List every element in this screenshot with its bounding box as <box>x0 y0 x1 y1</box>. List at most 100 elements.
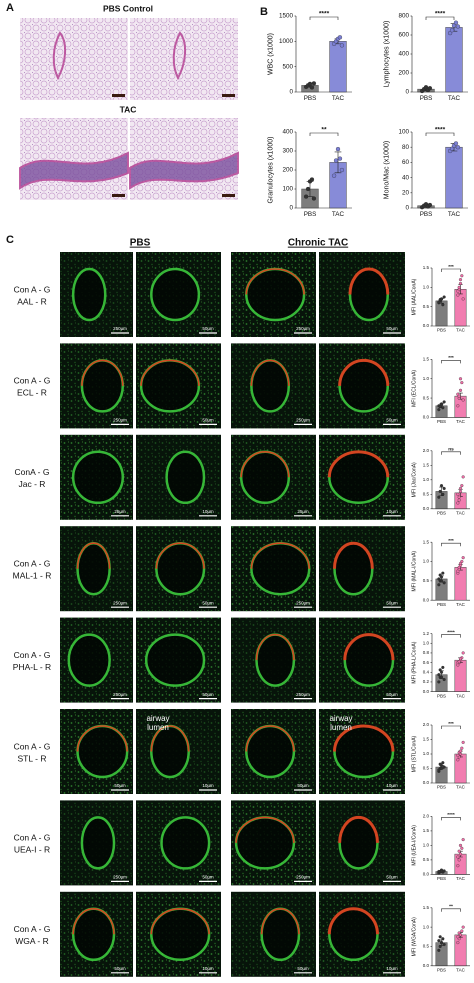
scale-label: 50µm <box>386 326 398 331</box>
lectin-signal <box>348 267 390 295</box>
scale-label: 50µm <box>386 418 398 423</box>
data-point <box>456 753 460 757</box>
y-axis-label: Granulocytes (x1000) <box>268 137 275 204</box>
row-label: AAL - R <box>17 296 46 306</box>
tissue-outline <box>71 267 107 322</box>
data-point <box>456 293 460 297</box>
data-point <box>339 43 345 48</box>
x-tick-label: TAC <box>448 211 461 218</box>
y-tick-label: 500 <box>282 63 293 70</box>
x-tick-label: TAC <box>456 419 465 424</box>
data-point <box>455 145 461 150</box>
y-tick-label: 0.0 <box>423 415 430 420</box>
significance-label: **** <box>435 126 446 133</box>
scale-label: 10µm <box>386 509 398 514</box>
data-point <box>437 768 441 772</box>
tissue-structure <box>129 151 239 190</box>
significance-bracket <box>441 360 461 364</box>
annotation: lumen <box>147 723 169 732</box>
data-point <box>333 158 339 163</box>
bar <box>454 753 467 784</box>
scale-label: 250µm <box>296 875 310 880</box>
data-point <box>442 942 446 947</box>
data-point <box>456 501 460 505</box>
row-label: PHA-L - R <box>13 662 51 672</box>
y-tick-label: 0.5 <box>423 304 430 309</box>
y-tick-label: 80 <box>402 144 410 151</box>
bar <box>445 27 463 93</box>
lectin-signal <box>81 359 124 386</box>
scale-label: 50µm <box>297 783 309 788</box>
significance-label: **** <box>447 629 455 635</box>
x-tick-label: PBS <box>437 693 446 698</box>
scale-label: 10µm <box>202 783 214 788</box>
data-point <box>458 933 463 937</box>
data-point <box>305 186 311 192</box>
data-point <box>442 765 446 769</box>
y-tick-label: 1.5 <box>423 462 430 467</box>
lectin-signal <box>76 725 128 752</box>
lectin-signal <box>338 815 379 843</box>
y-tick-label: 600 <box>398 32 409 39</box>
y-tick-label: 1.0 <box>423 751 430 756</box>
lectin-signal <box>150 725 190 752</box>
data-point <box>438 573 442 577</box>
data-point <box>437 495 441 499</box>
lectin-signal <box>140 359 200 386</box>
data-point <box>460 381 464 385</box>
lectin-signal <box>72 908 115 935</box>
panel-a-title: PBS Control <box>103 3 153 13</box>
row-label: Con A - G <box>14 650 51 660</box>
data-point <box>458 486 463 491</box>
lectin-signal <box>240 451 290 478</box>
scale-label: 250µm <box>113 875 127 880</box>
y-tick-label: 2.0 <box>423 448 430 453</box>
data-point <box>442 869 446 873</box>
x-tick-label: TAC <box>332 211 345 218</box>
x-tick-label: TAC <box>456 967 465 972</box>
scale-bar <box>112 94 125 97</box>
data-point <box>460 484 464 488</box>
y-tick-label: 400 <box>282 129 293 136</box>
y-tick-label: 200 <box>398 70 409 77</box>
y-tick-label: 0.5 <box>423 944 430 949</box>
column-header: Chronic TAC <box>288 238 348 249</box>
lectin-signal <box>338 358 390 386</box>
data-point <box>461 556 465 560</box>
significance-label: ns <box>448 448 454 453</box>
data-point <box>437 939 441 943</box>
y-tick-label: 0.5 <box>423 766 430 771</box>
lectin-signal <box>332 724 395 752</box>
y-tick-label: 1.5 <box>423 737 430 742</box>
significance-bracket <box>441 268 461 272</box>
significance-bracket <box>441 451 461 455</box>
y-tick-label: 2.0 <box>423 814 430 819</box>
y-axis-label: MFI (UEA-I/ConA) <box>411 825 417 866</box>
data-point <box>303 194 309 199</box>
lectin-signal <box>150 908 210 935</box>
data-point <box>439 670 444 674</box>
data-point <box>460 929 464 933</box>
tissue-outline <box>160 816 211 870</box>
scale-label: 50µm <box>202 600 214 605</box>
scale-label: 250µm <box>113 326 127 331</box>
significance-bracket <box>441 542 461 547</box>
data-point <box>437 577 441 581</box>
data-point <box>439 941 444 945</box>
y-tick-label: 1.0 <box>423 924 430 929</box>
y-tick-label: 0 <box>289 205 293 212</box>
significance-bracket <box>441 634 461 638</box>
y-tick-label: 400 <box>398 51 409 58</box>
row-label: Con A - G <box>14 558 51 568</box>
data-point <box>439 869 444 873</box>
data-point <box>438 944 442 949</box>
tissue-outline <box>165 450 206 505</box>
scale-label: 50µm <box>202 418 214 423</box>
row-label: Con A - G <box>14 376 51 386</box>
data-point <box>423 85 429 90</box>
data-point <box>335 146 341 152</box>
data-point <box>461 398 465 402</box>
y-tick-label: 0.0 <box>423 506 430 511</box>
histology-texture <box>130 118 238 200</box>
data-point <box>453 141 459 146</box>
